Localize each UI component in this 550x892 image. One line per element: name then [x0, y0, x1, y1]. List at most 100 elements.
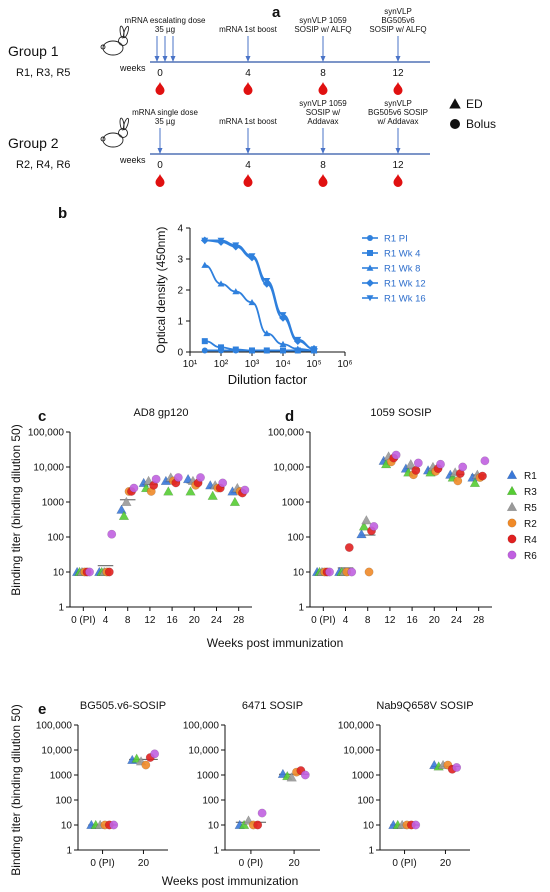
- panel-b: b 0 1 2 3 4 10¹ 10² 10³ 10⁴ 10⁵ 10⁶ Dilution factor O…: [58, 205, 426, 387]
- week-tick-label: 0: [157, 160, 163, 171]
- data-point: [207, 490, 218, 500]
- series-r6: [109, 749, 160, 830]
- data-point: [356, 528, 367, 539]
- y-tick-label: 100,000: [338, 721, 375, 732]
- y-tick-label: 2: [177, 286, 183, 297]
- y-tick-label: 100: [202, 796, 219, 807]
- series-r5: [94, 756, 147, 829]
- legend-label: R5: [524, 503, 537, 514]
- x-tick-label: 0 (PI): [311, 615, 335, 626]
- rabbit-icon: [100, 117, 129, 148]
- data-point: [300, 770, 310, 780]
- panel-title: Nab9Q658V SOSIP: [376, 700, 473, 712]
- panel-label-e: e: [38, 701, 46, 718]
- x-tick-label: 8: [125, 615, 131, 626]
- x-tick-label: 10²: [214, 359, 229, 370]
- y-tick-label: 100,000: [183, 721, 220, 732]
- event-label-line: synVLP 1059: [299, 16, 347, 25]
- event-label-line: mRNA 1st boost: [219, 117, 278, 126]
- arrow-head-icon: [245, 56, 251, 62]
- data-point: [141, 760, 151, 770]
- y-tick-label: 100,000: [28, 428, 65, 439]
- x-axis-label: Weeks post immunization: [207, 636, 344, 650]
- x-tick-label: 20: [429, 615, 441, 626]
- data-point: [253, 820, 263, 830]
- data-point: [163, 486, 174, 496]
- x-tick-label: 10⁵: [306, 359, 321, 370]
- event-label-line: mRNA 1st boost: [219, 25, 278, 34]
- x-tick-label: 10¹: [183, 359, 198, 370]
- blood-drop-icon: [393, 174, 403, 187]
- event-label-line: SOSIP w/ ALFQ: [294, 25, 351, 34]
- data-point: [344, 543, 354, 552]
- legend-marker: [507, 518, 517, 528]
- blood-drop-icon: [318, 174, 328, 187]
- data-point: [173, 473, 183, 482]
- y-tick-label: 100: [357, 796, 374, 807]
- data-point: [232, 288, 240, 295]
- x-tick-label: 16: [407, 615, 419, 626]
- data-point: [129, 483, 139, 493]
- y-tick-label: 10: [293, 568, 305, 579]
- y-tick-label: 10: [61, 821, 73, 832]
- data-point: [248, 253, 256, 260]
- y-tick-label: 1000: [42, 498, 65, 509]
- series-line: [204, 239, 315, 350]
- week-tick-label: 8: [320, 160, 326, 171]
- x-axis-label: Weeks post immunization: [162, 874, 299, 888]
- legend-label: ED: [466, 97, 483, 111]
- data-point: [85, 567, 94, 577]
- legend-label: R1 PI: [384, 234, 408, 245]
- x-tick-label: 28: [473, 615, 485, 626]
- data-point: [201, 347, 208, 354]
- y-tick-label: 3: [177, 255, 183, 266]
- legend-marker: [506, 485, 518, 495]
- data-point: [286, 772, 297, 782]
- series-r3: [314, 458, 481, 576]
- y-tick-label: 1: [58, 603, 64, 614]
- series-r1: [234, 768, 289, 829]
- legend-marker: [367, 250, 373, 256]
- data-point: [229, 496, 241, 506]
- arrow-head-icon: [170, 56, 176, 62]
- y-tick-label: 1: [177, 317, 183, 328]
- legend-marker: [366, 264, 374, 271]
- data-point: [361, 515, 372, 525]
- panel-label-c: c: [38, 408, 46, 425]
- ed-bolus-legend: ED Bolus: [449, 97, 496, 131]
- series-r2: [402, 760, 453, 830]
- x-tick-label: 4: [103, 615, 109, 626]
- panel-label-b: b: [58, 205, 67, 222]
- legend-marker: [366, 295, 374, 302]
- data-point: [151, 474, 161, 484]
- data-point: [358, 521, 370, 531]
- x-tick-label: 0 (PI): [90, 858, 114, 869]
- legend-label: R1 Wk 12: [384, 279, 426, 290]
- data-point: [201, 237, 209, 244]
- legend-label: R1: [524, 471, 537, 482]
- y-tick-label: 1000: [50, 771, 73, 782]
- data-point: [150, 749, 160, 759]
- blood-drop-icon: [155, 82, 165, 95]
- weeks-label: weeks: [119, 155, 146, 165]
- event-label-line: 35 µg: [155, 25, 175, 34]
- data-point: [347, 567, 357, 577]
- arrow-head-icon: [162, 56, 168, 62]
- panel-label-a: a: [272, 4, 281, 21]
- week-tick-label: 12: [392, 160, 404, 171]
- group-name: Group 1: [8, 43, 59, 59]
- series-r6: [85, 473, 250, 577]
- data-point: [107, 529, 117, 539]
- y-tick-label: 10,000: [41, 746, 72, 757]
- group-rabbits: R1, R3, R5: [16, 67, 70, 79]
- group-name: Group 2: [8, 135, 59, 151]
- x-tick-label: 12: [144, 615, 156, 626]
- event-label-line: BG505v6 SOSIP: [368, 108, 428, 117]
- weeks-label: weeks: [119, 63, 146, 73]
- series-r3: [90, 753, 142, 829]
- data-point: [310, 346, 318, 353]
- data-point: [263, 347, 270, 354]
- data-point: [279, 312, 287, 319]
- y-tick-label: 10,000: [273, 463, 304, 474]
